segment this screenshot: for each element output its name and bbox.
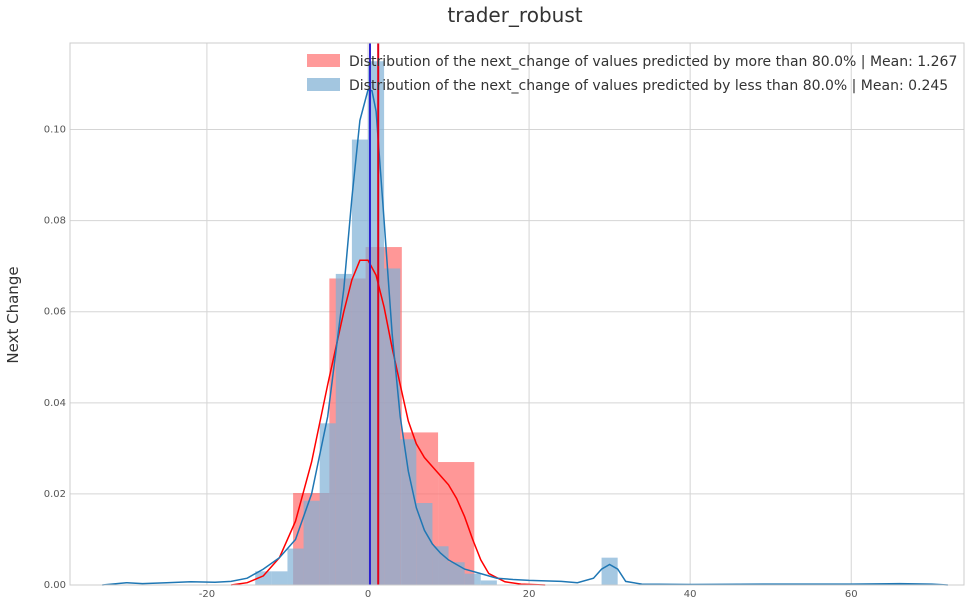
plot-frame <box>69 42 965 586</box>
grid <box>70 43 964 585</box>
y-tick-label: 0.02 <box>44 489 66 500</box>
y-axis-label: Next Change <box>4 266 22 363</box>
histogram-bar-series-2 <box>464 573 481 585</box>
x-tick-label: 40 <box>684 589 697 600</box>
x-tick-label: -20 <box>199 589 215 600</box>
y-tick-label: 0.04 <box>44 398 66 409</box>
y-tick-label: 0.00 <box>44 580 66 591</box>
legend-label-series-1: Distribution of the next_change of value… <box>349 54 957 70</box>
histogram-bar-series-2 <box>400 439 417 585</box>
chart-title: trader_robust <box>447 3 582 27</box>
kde-curve-series-1 <box>230 259 546 586</box>
histogram-bar-series-2 <box>303 500 320 585</box>
legend-swatch-series-1 <box>307 54 340 67</box>
y-tick-label: 0.06 <box>44 307 66 318</box>
tick-labels: -20 0 20 40 60 0.00 0.02 0.04 0.06 0.08 0.10 <box>44 125 858 600</box>
kde-curve-series-2 <box>102 89 948 586</box>
x-tick-label: 20 <box>523 589 536 600</box>
histogram-bar-series-2 <box>351 139 368 585</box>
histogram-bar-series-2 <box>448 562 465 585</box>
histogram-bar-series-2 <box>480 580 497 585</box>
x-tick-label: 0 <box>365 589 371 600</box>
histogram-bar-series-2 <box>416 503 433 585</box>
legend-swatch-series-2 <box>307 78 340 91</box>
x-tick-label: 60 <box>845 589 858 600</box>
legend: Distribution of the next_change of value… <box>307 54 957 94</box>
histogram-bar-series-2 <box>287 548 304 585</box>
y-tick-label: 0.10 <box>44 125 66 136</box>
kde-curves <box>102 89 948 586</box>
histogram-bar-series-2 <box>319 423 336 585</box>
histogram-bar-series-2 <box>384 268 401 585</box>
histogram-bar-series-2 <box>271 571 288 585</box>
histogram-bar-series-2 <box>255 571 272 585</box>
legend-label-series-2: Distribution of the next_change of value… <box>349 78 948 94</box>
histogram-bars <box>255 61 618 585</box>
histogram-bar-series-2 <box>368 61 385 585</box>
histogram-bar-series-2 <box>601 557 618 585</box>
mean-lines <box>368 43 380 585</box>
histogram-bar-series-2 <box>335 273 352 585</box>
y-tick-label: 0.08 <box>44 216 66 227</box>
